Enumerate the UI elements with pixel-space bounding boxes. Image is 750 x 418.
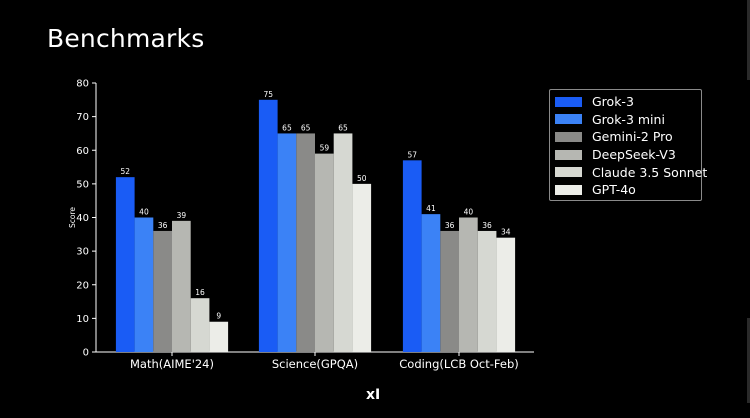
edge-mark-top <box>747 0 750 80</box>
bar <box>459 217 478 352</box>
x-tick-label: Science(GPQA) <box>272 357 358 371</box>
legend-swatch <box>555 149 582 160</box>
legend-label: Claude 3.5 Sonnet <box>592 164 708 180</box>
bar-value-label: 39 <box>177 211 187 220</box>
legend-label: Gemini-2 Pro <box>592 129 673 145</box>
y-tick-label: 80 <box>76 79 89 90</box>
bar-value-label: 36 <box>158 221 168 230</box>
legend-swatch <box>555 131 582 142</box>
bar-value-label: 34 <box>501 228 511 237</box>
legend-item: Grok-3 mini <box>555 111 701 129</box>
slide-title: Benchmarks <box>47 24 205 53</box>
x-tick-label: Coding(LCB Oct-Feb) <box>399 357 519 371</box>
bar-value-label: 16 <box>195 288 205 297</box>
bar-value-label: 40 <box>464 208 474 217</box>
legend-item: DeepSeek-V3 <box>555 146 701 164</box>
bar <box>440 230 459 352</box>
bar <box>333 133 353 352</box>
bar <box>315 153 334 352</box>
y-tick-label: 50 <box>76 179 89 190</box>
legend-swatch <box>555 96 582 107</box>
legend-item: Grok-3 <box>555 93 701 111</box>
bar <box>190 298 210 352</box>
y-tick-label: 40 <box>76 213 89 224</box>
bar <box>277 133 297 352</box>
bar <box>352 183 372 352</box>
bar-value-label: 40 <box>139 208 149 217</box>
bar <box>296 133 315 352</box>
legend-swatch <box>555 167 582 178</box>
bar-value-label: 52 <box>120 167 130 176</box>
bar <box>496 237 516 352</box>
legend-label: GPT-4o <box>592 182 636 198</box>
bar-value-label: 41 <box>426 204 436 213</box>
bar-value-label: 57 <box>407 150 417 159</box>
legend-swatch <box>555 114 582 125</box>
xai-logo: xI <box>366 387 381 403</box>
bar-value-label: 36 <box>482 221 492 230</box>
bar-value-label: 75 <box>263 90 273 99</box>
bar <box>477 230 497 352</box>
legend-label: Grok-3 mini <box>592 111 665 127</box>
y-axis-label: Score <box>68 207 77 228</box>
x-tick-label: Math(AIME'24) <box>130 357 214 371</box>
y-tick-label: 10 <box>76 314 89 325</box>
bar <box>115 177 135 352</box>
legend-label: DeepSeek-V3 <box>592 147 676 163</box>
bar <box>402 160 422 352</box>
bar <box>134 217 154 352</box>
bar <box>209 321 229 352</box>
bar-value-label: 65 <box>338 123 348 132</box>
y-tick-label: 30 <box>76 247 89 258</box>
bar <box>258 99 278 352</box>
y-tick-label: 0 <box>83 348 89 359</box>
legend-swatch <box>555 184 582 195</box>
edge-mark-bottom <box>747 318 750 403</box>
bar <box>421 214 441 352</box>
bar-value-label: 65 <box>282 123 292 132</box>
legend-item: Claude 3.5 Sonnet <box>555 163 707 181</box>
bar <box>153 230 172 352</box>
y-tick-label: 20 <box>76 280 89 291</box>
bar-value-label: 9 <box>216 312 221 321</box>
legend-item: GPT-4o <box>555 181 701 199</box>
legend-label: Grok-3 <box>592 94 634 110</box>
bar-value-label: 50 <box>357 174 367 183</box>
bar-value-label: 65 <box>301 123 311 132</box>
bar-value-label: 36 <box>445 221 455 230</box>
y-tick-label: 60 <box>76 146 89 157</box>
y-tick-label: 70 <box>76 112 89 123</box>
chart-legend: Grok-3 Grok-3 mini Gemini-2 Pro DeepSeek-V3… <box>549 89 707 201</box>
legend-item: Gemini-2 Pro <box>555 128 701 146</box>
bar-value-label: 59 <box>320 144 330 153</box>
bar <box>172 220 191 352</box>
